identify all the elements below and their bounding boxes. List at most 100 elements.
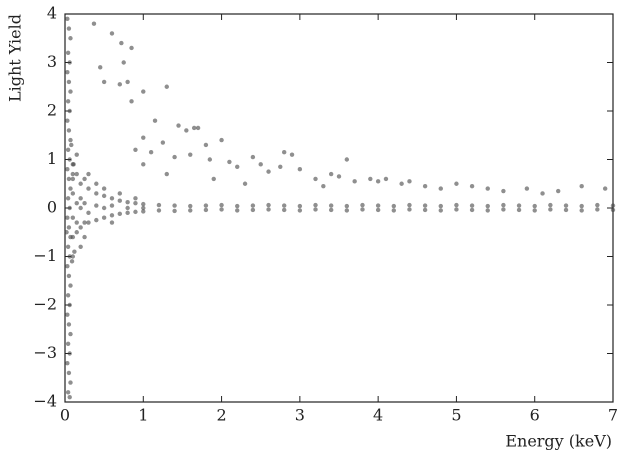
- point: [70, 215, 76, 220]
- point: [133, 196, 138, 201]
- point: [117, 191, 123, 196]
- point: [313, 176, 318, 182]
- point: [78, 181, 83, 186]
- point: [65, 244, 71, 249]
- point: [579, 183, 584, 189]
- y-tick-label: 1: [47, 149, 57, 168]
- point: [336, 174, 342, 179]
- point: [78, 244, 83, 249]
- point: [219, 137, 224, 143]
- point: [485, 203, 490, 209]
- point: [141, 205, 146, 211]
- point: [66, 26, 72, 31]
- point: [579, 208, 584, 213]
- point: [328, 203, 334, 208]
- point: [258, 162, 263, 167]
- point: [78, 225, 83, 230]
- point: [563, 207, 569, 213]
- point: [133, 200, 138, 206]
- point: [91, 21, 97, 26]
- point: [188, 208, 193, 213]
- point: [469, 207, 475, 213]
- point: [321, 183, 326, 189]
- point: [156, 208, 162, 213]
- point: [297, 208, 303, 213]
- y-tick-label: −3: [33, 343, 57, 362]
- point: [485, 208, 490, 213]
- y-tick-label: −1: [33, 246, 57, 265]
- point: [125, 199, 130, 205]
- point: [82, 176, 87, 182]
- point: [66, 79, 72, 85]
- point: [352, 179, 357, 184]
- point: [133, 209, 138, 215]
- point: [516, 203, 522, 208]
- point: [86, 220, 91, 225]
- y-tick-label: 0: [47, 198, 57, 217]
- point: [68, 36, 73, 41]
- point: [407, 202, 412, 208]
- x-tick-label: 2: [216, 406, 226, 425]
- point: [391, 203, 396, 209]
- point: [328, 171, 334, 177]
- point: [65, 215, 70, 220]
- point: [74, 171, 79, 177]
- x-axis-label: Energy (keV): [505, 432, 612, 451]
- point: [70, 234, 76, 240]
- point: [125, 79, 130, 85]
- point: [66, 225, 72, 230]
- point: [207, 157, 213, 162]
- point: [101, 215, 107, 220]
- point: [313, 207, 318, 212]
- point: [266, 207, 271, 212]
- point: [219, 202, 224, 208]
- point: [227, 159, 232, 165]
- point: [86, 186, 91, 191]
- x-tick-label: 3: [295, 406, 305, 425]
- point: [101, 205, 107, 211]
- point: [250, 207, 256, 213]
- x-tick-label: 6: [530, 406, 540, 425]
- point: [184, 128, 189, 133]
- point: [289, 152, 295, 157]
- point: [282, 150, 287, 155]
- x-tick-label: 4: [373, 406, 383, 425]
- point: [70, 191, 76, 196]
- point: [148, 150, 154, 155]
- point: [67, 351, 72, 356]
- point: [266, 169, 271, 174]
- point: [235, 208, 240, 213]
- point: [610, 207, 616, 213]
- y-tick-label: 2: [47, 101, 57, 120]
- point: [422, 183, 428, 189]
- point: [141, 135, 146, 140]
- point: [469, 183, 475, 189]
- point: [69, 259, 75, 264]
- point: [250, 154, 256, 160]
- point: [141, 209, 146, 214]
- point: [82, 200, 87, 206]
- point: [610, 203, 616, 208]
- point: [203, 203, 209, 208]
- point: [375, 179, 381, 184]
- point: [532, 203, 537, 209]
- point: [176, 123, 181, 128]
- point: [94, 191, 99, 196]
- point: [313, 202, 318, 208]
- point: [203, 207, 209, 213]
- point: [67, 394, 72, 400]
- point: [98, 65, 103, 70]
- point: [64, 230, 69, 235]
- point: [67, 205, 72, 211]
- point: [74, 200, 79, 206]
- point: [109, 196, 115, 201]
- y-tick-label: −4: [33, 392, 57, 411]
- point: [129, 45, 134, 51]
- point: [188, 203, 193, 209]
- point: [94, 203, 99, 208]
- point: [152, 118, 158, 123]
- point: [595, 202, 600, 208]
- point: [556, 188, 561, 194]
- point: [375, 207, 381, 213]
